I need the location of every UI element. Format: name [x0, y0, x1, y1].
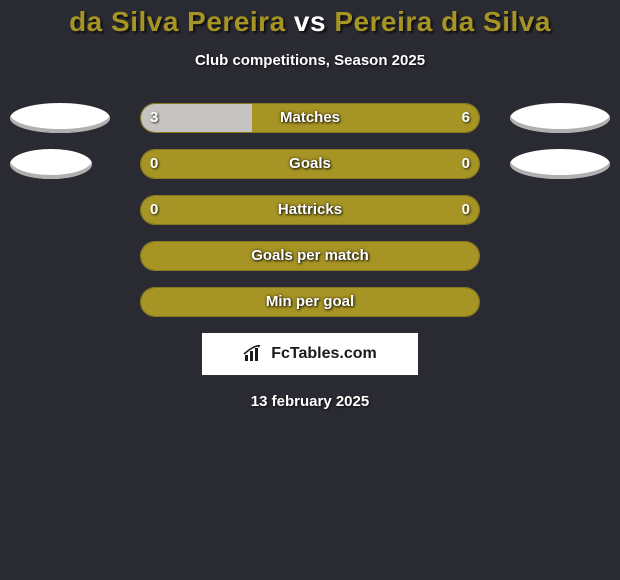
team-ellipse-left — [10, 149, 92, 179]
team-ellipse-right — [510, 149, 610, 179]
stat-bar-track — [140, 241, 480, 271]
team-ellipse-right — [510, 103, 610, 133]
player-b-name: Pereira da Silva — [334, 6, 551, 37]
bar-chart-icon — [243, 345, 265, 363]
stat-bar-fill — [141, 196, 480, 225]
comparison-infographic: da Silva Pereira vs Pereira da Silva Clu… — [0, 0, 620, 580]
team-ellipse-left — [10, 103, 110, 133]
stat-bar-track — [140, 149, 480, 179]
vs-separator: vs — [294, 6, 326, 37]
stat-row-gpm: Goals per match — [0, 241, 620, 271]
footer-date: 13 february 2025 — [0, 393, 620, 410]
stat-bar-fill — [141, 150, 480, 179]
stat-bar-track — [140, 195, 480, 225]
stat-bar-fill — [141, 242, 480, 271]
stat-bar-fill — [141, 288, 480, 317]
sponsor-badge[interactable]: FcTables.com — [202, 333, 418, 375]
stat-bar-fill-right — [252, 104, 479, 133]
sponsor-text: FcTables.com — [271, 345, 377, 363]
stat-row-hattricks: Hattricks00 — [0, 195, 620, 225]
page-title: da Silva Pereira vs Pereira da Silva — [0, 6, 620, 38]
stat-bar-track — [140, 103, 480, 133]
stat-bar-fill-left — [141, 104, 254, 133]
stat-row-mpg: Min per goal — [0, 287, 620, 317]
stat-row-matches: Matches36 — [0, 103, 620, 133]
stat-row-goals: Goals00 — [0, 149, 620, 179]
subtitle: Club competitions, Season 2025 — [0, 52, 620, 69]
player-a-name: da Silva Pereira — [69, 6, 286, 37]
stat-rows: Matches36 Goals00 Hattricks00 Goals per mat… — [0, 103, 620, 317]
stat-bar-track — [140, 287, 480, 317]
